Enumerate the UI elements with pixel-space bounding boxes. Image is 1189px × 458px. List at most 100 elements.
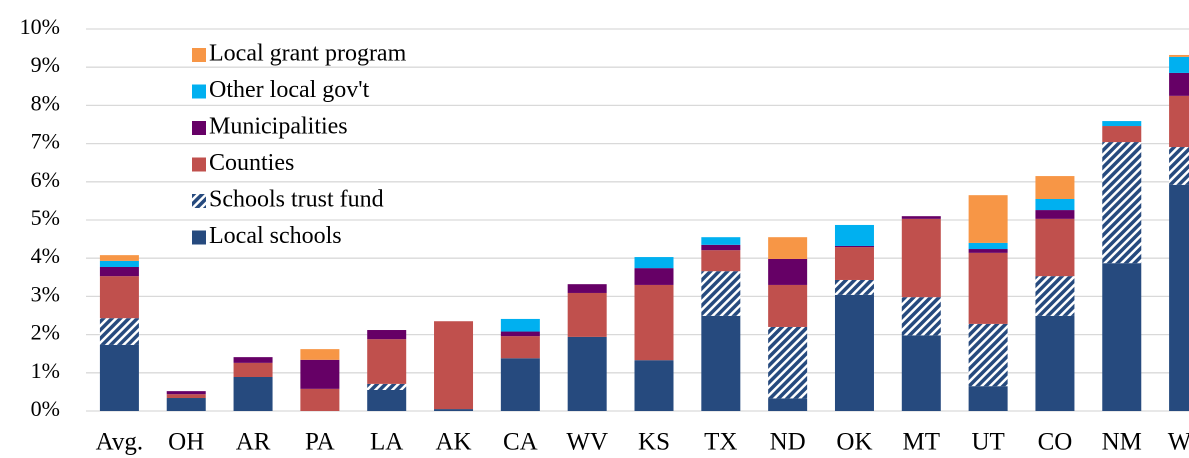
bar-segment [701, 244, 741, 251]
bar-segment [1169, 72, 1189, 96]
bar-segment [300, 349, 340, 360]
bar-segment [968, 386, 1008, 411]
bar-segment [99, 255, 139, 261]
x-tick-label: KS [638, 429, 670, 456]
x-tick-label: NM [1102, 429, 1142, 456]
x-tick-label: AR [236, 429, 271, 456]
bar-segment [768, 237, 808, 259]
bar-segment [768, 326, 808, 399]
bar-segment [701, 250, 741, 272]
bar-segment [901, 335, 941, 411]
bar-segment [1102, 263, 1142, 411]
bar-segment [968, 252, 1008, 324]
bar-segment [701, 271, 741, 316]
legend-swatch [192, 194, 206, 208]
x-tick-label: OH [168, 429, 204, 456]
bar-segment [233, 377, 273, 411]
x-tick-label: WV [566, 429, 608, 456]
y-tick-label: 8% [31, 90, 60, 115]
y-tick-label: 6% [31, 167, 60, 192]
legend-swatch [192, 84, 206, 99]
bar-segment [434, 409, 474, 411]
bar-segment [1169, 56, 1189, 73]
bar-segment [834, 224, 874, 246]
bar-segment [166, 398, 206, 411]
bar-segment [1102, 142, 1142, 264]
bar-segment [834, 247, 874, 280]
bar-segment [701, 315, 741, 411]
bar-segment [968, 242, 1008, 250]
bar-segment [768, 284, 808, 327]
x-tick-label: UT [971, 429, 1004, 456]
bar-segment [99, 266, 139, 277]
bar-segment [1169, 147, 1189, 185]
bar-segment [634, 360, 674, 411]
bar-segment [300, 388, 340, 411]
bar-segment [1035, 210, 1075, 219]
y-tick-label: 7% [31, 129, 60, 154]
bar-segment [233, 362, 273, 378]
bar-segment [567, 292, 607, 337]
bar-segment [1169, 54, 1189, 57]
bar-segment [434, 321, 474, 410]
x-tick-label: OK [836, 429, 872, 456]
y-tick-label: 1% [31, 358, 60, 383]
bar-segment [968, 249, 1008, 253]
y-tick-label: 4% [31, 243, 60, 268]
y-tick-label: 3% [31, 281, 60, 306]
legend-swatch [192, 121, 206, 135]
bar-segment [968, 195, 1008, 243]
bar-segment [500, 358, 540, 411]
legend-label: Other local gov't [209, 77, 370, 103]
bar-segment [768, 398, 808, 411]
x-tick-label: CO [1038, 429, 1073, 456]
bar-segment [233, 357, 273, 363]
bar-segment [834, 245, 874, 248]
x-tick-label: PA [305, 429, 335, 456]
bar-segment [300, 359, 340, 389]
legend-label: Counties [209, 150, 294, 176]
bar-segment [367, 383, 407, 390]
bar-segment [701, 237, 741, 245]
bar-segment [834, 294, 874, 411]
bar-segment [500, 331, 540, 337]
bar-segment [99, 260, 139, 267]
legend-swatch [192, 230, 206, 245]
y-tick-label: 9% [31, 52, 60, 77]
bar-segment [1035, 276, 1075, 316]
bar-segment [1035, 176, 1075, 199]
bar-segment [1169, 184, 1189, 411]
x-tick-label: LA [370, 429, 403, 456]
bar-segment [99, 318, 139, 345]
bar-segment [968, 323, 1008, 387]
legend-label: Municipalities [209, 114, 348, 140]
x-tick-label: CA [503, 429, 538, 456]
bar-segment [367, 330, 407, 340]
x-tick-label: WY [1168, 429, 1189, 456]
bar-segment [834, 279, 874, 295]
legend-label: Local grant program [209, 41, 407, 67]
bar-segment [1035, 315, 1075, 411]
bar-segment [367, 389, 407, 411]
y-tick-label: 10% [20, 14, 60, 39]
bar-segment [99, 344, 139, 411]
bar-segment [634, 284, 674, 361]
y-tick-label: 2% [31, 320, 60, 345]
bar-segment [367, 339, 407, 384]
bar-segment [1035, 218, 1075, 277]
bar-segment [1035, 198, 1075, 211]
bar-segment [567, 284, 607, 293]
bar-segment [901, 216, 941, 219]
bar-segment [634, 257, 674, 269]
legend-swatch [192, 157, 206, 172]
bar-segment [567, 336, 607, 411]
bar-segment [166, 391, 206, 395]
legend-swatch [192, 48, 206, 62]
x-tick-label: MT [903, 429, 941, 456]
bar-segment [166, 394, 206, 399]
bar-segment [500, 318, 540, 332]
bar-segment [1102, 126, 1142, 143]
bar-segment [634, 268, 674, 285]
y-tick-label: 5% [31, 205, 60, 230]
